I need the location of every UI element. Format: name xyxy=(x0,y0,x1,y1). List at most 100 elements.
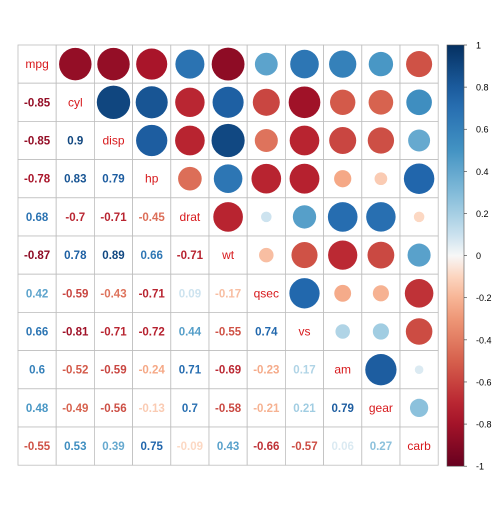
corr-value-carb-drat: -0.09 xyxy=(177,441,203,453)
grid-cell xyxy=(399,426,439,466)
colorbar-tick-label: -0.4 xyxy=(476,335,492,345)
grid-cell xyxy=(170,197,210,237)
diagonal-label-drat: drat xyxy=(180,210,201,224)
corr-circle-cyl-am xyxy=(330,89,356,115)
corr-value-carb-qsec: -0.66 xyxy=(253,441,279,453)
corr-value-qsec-drat: 0.09 xyxy=(179,288,201,300)
grid-cell xyxy=(94,197,134,237)
corr-value-qsec-mpg: 0.42 xyxy=(26,288,48,300)
corr-value-gear-wt: -0.58 xyxy=(215,403,242,415)
corr-circle-cyl-hp xyxy=(135,86,168,119)
grid-cell xyxy=(208,426,248,466)
diagonal-label-carb: carb xyxy=(407,439,431,453)
corr-circle-disp-vs xyxy=(289,125,320,156)
corr-circle-mpg-wt xyxy=(211,47,245,81)
colorbar-tick-label: -1 xyxy=(476,462,484,472)
grid-cell xyxy=(17,197,57,237)
corr-value-qsec-cyl: -0.59 xyxy=(62,288,88,300)
grid-cell xyxy=(55,311,95,351)
corr-value-am-hp: -0.24 xyxy=(139,365,166,377)
diagonal-label-disp: disp xyxy=(102,134,124,148)
corr-circle-mpg-hp xyxy=(136,48,168,80)
corr-value-wt-hp: 0.66 xyxy=(141,250,163,262)
corr-circle-disp-carb xyxy=(408,129,431,152)
grid-cell xyxy=(246,273,286,313)
corr-circle-qsec-am xyxy=(334,284,352,302)
corr-value-wt-cyl: 0.78 xyxy=(64,250,87,262)
corr-value-cyl-mpg: -0.85 xyxy=(24,97,51,109)
grid-cell xyxy=(94,273,134,313)
grid-cell xyxy=(284,311,324,351)
grid-cell xyxy=(17,388,57,428)
corr-value-gear-qsec: -0.21 xyxy=(253,403,280,415)
diagonal-label-wt: wt xyxy=(221,248,235,262)
corr-circle-hp-drat xyxy=(178,166,202,191)
grid-cell xyxy=(132,273,172,313)
corr-circle-mpg-gear xyxy=(368,51,394,77)
corr-circle-wt-carb xyxy=(407,243,431,267)
corr-value-am-drat: 0.71 xyxy=(179,365,202,377)
corr-value-hp-cyl: 0.83 xyxy=(64,174,86,186)
grid-cell xyxy=(132,235,172,275)
corr-value-gear-mpg: 0.48 xyxy=(26,403,49,415)
grid-cell xyxy=(284,426,324,466)
corr-value-qsec-hp: -0.71 xyxy=(139,288,166,300)
corr-value-disp-cyl: 0.9 xyxy=(67,136,83,148)
corr-value-carb-cyl: 0.53 xyxy=(64,441,86,453)
corr-value-gear-cyl: -0.49 xyxy=(62,403,88,415)
corr-value-wt-mpg: -0.87 xyxy=(24,250,50,262)
corr-circle-hp-carb xyxy=(403,163,435,194)
grid-cell xyxy=(17,350,57,390)
corr-circle-gear-carb xyxy=(409,398,429,418)
corr-circle-vs-gear xyxy=(372,323,389,340)
corr-circle-hp-am xyxy=(334,170,352,188)
corr-circle-mpg-cyl xyxy=(59,47,92,81)
corr-value-carb-mpg: -0.55 xyxy=(24,441,51,453)
grid-cell xyxy=(17,273,57,313)
colorbar-tick-label: -0.6 xyxy=(476,377,492,387)
corr-circle-cyl-wt xyxy=(212,86,244,118)
corr-circle-mpg-disp xyxy=(97,47,130,81)
corr-circle-wt-am xyxy=(328,240,358,270)
grid-cell xyxy=(55,273,95,313)
colorbar: 1 0.8 0.6 0.4 0.2 0 -0.2 -0.4 -0.6 -0.8 -1 xyxy=(446,41,492,472)
corr-circle-cyl-disp xyxy=(96,85,131,120)
corr-circle-mpg-am xyxy=(329,50,357,78)
grid-cell xyxy=(94,426,134,466)
corr-circle-am-gear xyxy=(365,354,397,386)
grid-cell xyxy=(323,426,363,466)
grid-cell xyxy=(208,235,248,275)
corr-value-vs-hp: -0.72 xyxy=(139,327,165,339)
corr-circle-vs-am xyxy=(335,324,350,339)
corr-circle-qsec-vs xyxy=(289,278,320,309)
grid-cell xyxy=(246,311,286,351)
corr-circle-hp-vs xyxy=(289,163,320,194)
corr-circle-qsec-gear xyxy=(372,285,389,302)
corr-value-disp-mpg: -0.85 xyxy=(24,136,51,148)
corr-value-vs-cyl: -0.81 xyxy=(62,327,89,339)
corr-circle-wt-gear xyxy=(367,241,395,269)
corr-value-qsec-disp: -0.43 xyxy=(100,288,126,300)
grid-cell xyxy=(55,426,95,466)
corr-value-carb-disp: 0.39 xyxy=(102,441,124,453)
grid-cell xyxy=(208,388,248,428)
grid-cell xyxy=(208,311,248,351)
corr-circle-cyl-qsec xyxy=(252,88,280,116)
corr-value-drat-disp: -0.71 xyxy=(100,212,127,224)
colorbar-tick-label: 1 xyxy=(476,41,481,51)
corr-circle-disp-wt xyxy=(211,123,245,158)
grid-cell xyxy=(17,311,57,351)
grid-cell xyxy=(55,197,95,237)
corr-circle-wt-qsec xyxy=(259,247,274,263)
grid-cell xyxy=(170,388,210,428)
colorbar-tick-label: 0.2 xyxy=(476,209,489,219)
corr-circle-disp-gear xyxy=(367,127,395,154)
grid-cell xyxy=(132,311,172,351)
corr-value-carb-gear: 0.27 xyxy=(370,441,392,453)
corr-value-carb-wt: 0.43 xyxy=(217,441,239,453)
grid-cell xyxy=(17,426,57,466)
corr-value-gear-disp: -0.56 xyxy=(100,403,126,415)
corr-circle-mpg-vs xyxy=(290,49,319,79)
corr-circle-hp-gear xyxy=(374,172,388,186)
